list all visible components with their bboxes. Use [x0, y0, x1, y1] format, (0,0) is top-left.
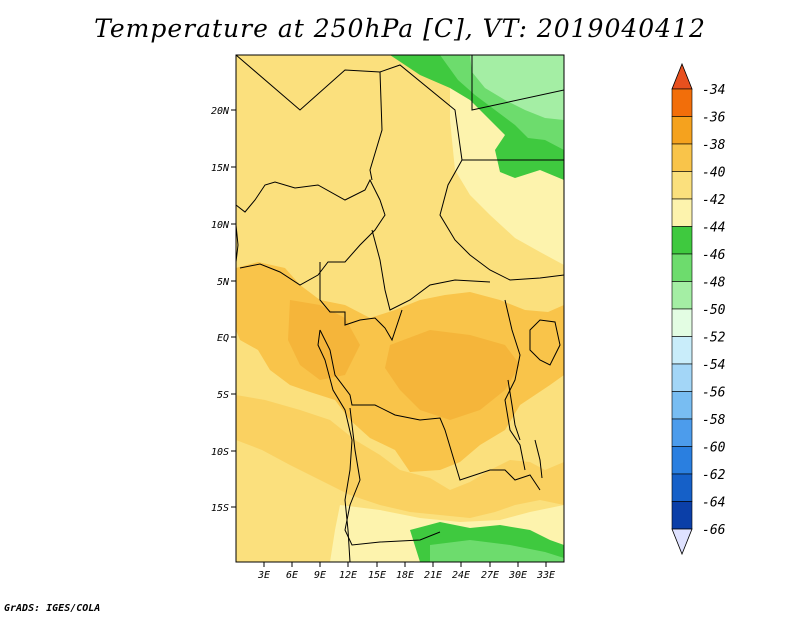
grads-credit: GrADS: IGES/COLA	[4, 603, 101, 614]
lat-label-5n: 5N	[217, 277, 230, 288]
legend-arrow-top	[671, 62, 693, 90]
cameroon-gabon-borders	[319, 262, 403, 342]
lon-label-12e: 12E	[339, 570, 357, 581]
legend-swatch	[671, 143, 693, 172]
legend-arrow-bottom	[671, 528, 693, 556]
field-38-inner-east	[385, 330, 520, 420]
field-38-inner-west	[288, 300, 360, 380]
legend-swatch	[671, 473, 693, 502]
legend-swatch	[671, 446, 693, 475]
lon-label-9e: 9E	[314, 570, 326, 581]
legend-swatch	[671, 116, 693, 145]
sahel-borders	[236, 55, 564, 281]
legend-swatch	[671, 226, 693, 255]
map-frame	[235, 54, 565, 563]
legend-swatch	[671, 281, 693, 310]
legend-swatch	[671, 88, 693, 117]
legend-label: -54	[702, 358, 725, 373]
lat-axis: 20N 15N 10N 5N EQ 5S 10S 15S	[211, 106, 236, 514]
legend-swatch	[671, 418, 693, 447]
legend-label: -48	[702, 276, 726, 291]
lon-label-18e: 18E	[396, 570, 414, 581]
legend-label: -40	[702, 166, 726, 181]
lon-label-6e: 6E	[286, 570, 298, 581]
lat-label-15s: 15S	[211, 503, 229, 514]
legend-label: -58	[702, 413, 726, 428]
lat-label-10n: 10N	[211, 220, 230, 231]
color-legend: -34 -36 -38 -40 -42 -44 -46 -48 -50 -52 -54 -56 -58 -…	[671, 62, 726, 556]
lat-label-20n: 20N	[211, 106, 230, 117]
legend-label: -38	[702, 138, 726, 153]
congo-angola-borders	[319, 329, 541, 491]
map-title: Temperature at 250hPa [C], VT: 201904041…	[94, 14, 706, 43]
lon-label-27e: 27E	[481, 570, 499, 581]
legend-swatch	[671, 363, 693, 392]
lon-label-3e: 3E	[257, 570, 270, 581]
boundaries	[236, 55, 564, 562]
egypt-sudan-borders	[462, 55, 564, 161]
lon-label-15e: 15E	[368, 570, 386, 581]
legend-swatch	[671, 501, 693, 530]
legend-label: -36	[702, 111, 726, 126]
legend-label: -56	[702, 386, 726, 401]
legend-swatch	[671, 198, 693, 227]
lon-label-24e: 24E	[452, 570, 470, 581]
legend-swatch	[671, 308, 693, 337]
legend-swatch	[671, 336, 693, 365]
legend-swatch	[671, 391, 693, 420]
field-48-ne	[470, 55, 564, 120]
lon-axis: 3E 6E 9E 12E 15E 18E 21E 24E 27E 30E 33E	[257, 562, 555, 581]
legend-label: -62	[702, 468, 726, 483]
lake-malawi	[534, 439, 543, 479]
legend-label: -66	[702, 523, 726, 538]
legend-label: -42	[702, 193, 726, 208]
legend-label: -60	[702, 441, 726, 456]
lake-victoria	[529, 319, 561, 366]
temperature-field	[236, 55, 564, 562]
niger-chad-border	[369, 71, 383, 181]
legend-label: -52	[702, 331, 726, 346]
lon-label-30e: 30E	[508, 570, 527, 581]
lat-label-eq: EQ	[217, 333, 229, 344]
atlantic-coast	[317, 329, 353, 562]
lon-label-21e: 21E	[424, 570, 442, 581]
car-borders	[371, 229, 491, 311]
field-38-south	[236, 395, 564, 518]
legend-label: -64	[702, 496, 725, 511]
field-46-south	[430, 540, 564, 562]
angola-namibia-borders	[344, 407, 441, 546]
legend-label: -50	[702, 303, 726, 318]
legend-label: -46	[702, 248, 726, 263]
coast-west	[236, 224, 239, 263]
lat-label-15n: 15N	[211, 163, 230, 174]
legend-label: -44	[702, 221, 725, 236]
legend-swatch	[671, 171, 693, 200]
lat-label-5s: 5S	[217, 390, 229, 401]
west-africa-borders	[236, 178, 386, 286]
lat-label-10s: 10S	[211, 447, 229, 458]
legend-swatch	[671, 253, 693, 282]
legend-label: -34	[702, 83, 725, 98]
lon-label-33e: 33E	[536, 570, 555, 581]
lake-tanganyika	[507, 379, 521, 441]
